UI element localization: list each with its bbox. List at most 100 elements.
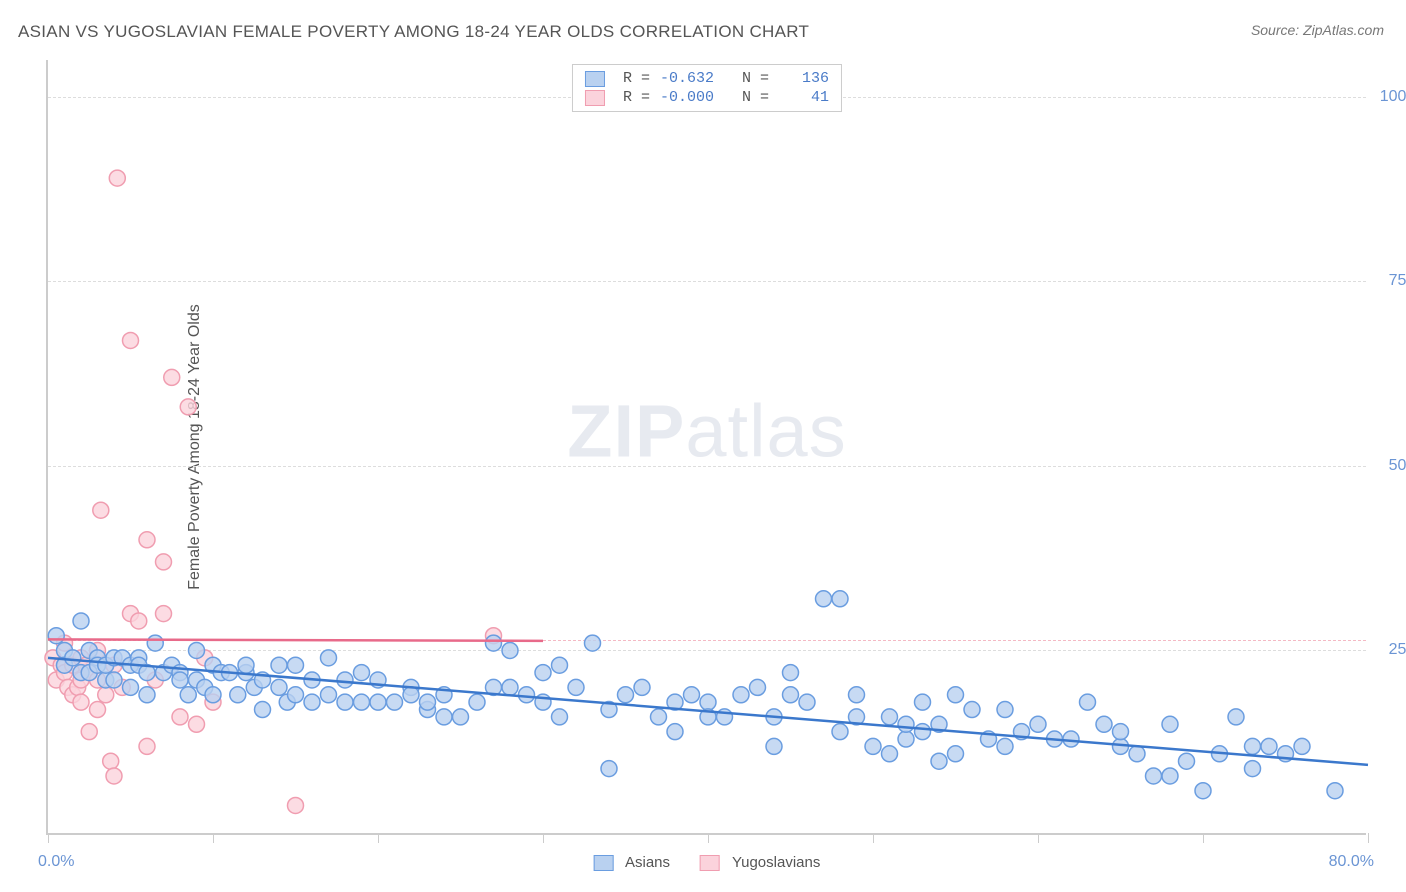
x-tick bbox=[1038, 833, 1039, 843]
data-point bbox=[832, 591, 848, 607]
data-point bbox=[131, 613, 147, 629]
data-point bbox=[106, 768, 122, 784]
y-tick-label: 100.0% bbox=[1380, 88, 1406, 106]
r-value-asians: -0.632 bbox=[660, 70, 714, 87]
data-point bbox=[147, 635, 163, 651]
data-point bbox=[816, 591, 832, 607]
data-point bbox=[172, 672, 188, 688]
data-point bbox=[139, 738, 155, 754]
data-point bbox=[568, 679, 584, 695]
data-point bbox=[1245, 738, 1261, 754]
data-point bbox=[931, 753, 947, 769]
data-point bbox=[1294, 738, 1310, 754]
data-point bbox=[205, 687, 221, 703]
data-point bbox=[733, 687, 749, 703]
data-point bbox=[98, 687, 114, 703]
data-point bbox=[684, 687, 700, 703]
data-point bbox=[502, 679, 518, 695]
x-tick bbox=[1368, 833, 1369, 843]
data-point bbox=[519, 687, 535, 703]
plot-area: Female Poverty Among 18-24 Year Olds 25.… bbox=[46, 60, 1366, 835]
data-point bbox=[123, 679, 139, 695]
data-point bbox=[139, 687, 155, 703]
data-point bbox=[964, 702, 980, 718]
data-point bbox=[1113, 724, 1129, 740]
data-point bbox=[585, 635, 601, 651]
data-point bbox=[304, 694, 320, 710]
x-tick bbox=[1203, 833, 1204, 843]
data-point bbox=[172, 709, 188, 725]
data-point bbox=[321, 650, 337, 666]
data-point bbox=[1129, 746, 1145, 762]
data-point bbox=[766, 738, 782, 754]
data-point bbox=[1080, 694, 1096, 710]
data-point bbox=[156, 606, 172, 622]
data-point bbox=[180, 399, 196, 415]
data-point bbox=[783, 687, 799, 703]
data-point bbox=[486, 635, 502, 651]
data-point bbox=[189, 716, 205, 732]
data-point bbox=[337, 694, 353, 710]
data-point bbox=[1195, 783, 1211, 799]
data-point bbox=[1261, 738, 1277, 754]
data-point bbox=[106, 672, 122, 688]
data-point bbox=[103, 753, 119, 769]
data-point bbox=[288, 687, 304, 703]
data-point bbox=[783, 665, 799, 681]
x-tick bbox=[378, 833, 379, 843]
n-label: N = bbox=[742, 70, 769, 87]
data-point bbox=[552, 709, 568, 725]
n-value-yugoslavians: 41 bbox=[779, 89, 829, 106]
data-point bbox=[634, 679, 650, 695]
chart-title: ASIAN VS YUGOSLAVIAN FEMALE POVERTY AMON… bbox=[18, 22, 809, 42]
r-label: R = bbox=[623, 89, 650, 106]
data-point bbox=[750, 679, 766, 695]
data-point bbox=[898, 731, 914, 747]
data-point bbox=[469, 694, 485, 710]
data-point bbox=[403, 687, 419, 703]
x-axis-max-label: 80.0% bbox=[1329, 853, 1374, 871]
scatter-svg bbox=[48, 60, 1366, 833]
data-point bbox=[271, 679, 287, 695]
data-point bbox=[997, 702, 1013, 718]
data-point bbox=[73, 613, 89, 629]
data-point bbox=[1063, 731, 1079, 747]
data-point bbox=[81, 724, 97, 740]
data-point bbox=[948, 746, 964, 762]
legend-item-asians: Asians bbox=[594, 854, 670, 871]
x-tick bbox=[543, 833, 544, 843]
data-point bbox=[230, 687, 246, 703]
legend-item-yugoslavians: Yugoslavians bbox=[700, 854, 820, 871]
x-axis-min-label: 0.0% bbox=[38, 853, 74, 871]
x-tick bbox=[708, 833, 709, 843]
data-point bbox=[48, 628, 64, 644]
data-point bbox=[1245, 761, 1261, 777]
data-point bbox=[164, 369, 180, 385]
x-tick bbox=[48, 833, 49, 843]
regression-line bbox=[48, 658, 1368, 765]
x-tick bbox=[213, 833, 214, 843]
swatch-asians-icon bbox=[585, 71, 605, 87]
data-point bbox=[238, 657, 254, 673]
data-point bbox=[321, 687, 337, 703]
data-point bbox=[387, 694, 403, 710]
data-point bbox=[288, 657, 304, 673]
legend-label-yugoslavians: Yugoslavians bbox=[732, 854, 820, 871]
data-point bbox=[882, 709, 898, 725]
data-point bbox=[1327, 783, 1343, 799]
data-point bbox=[667, 724, 683, 740]
data-point bbox=[865, 738, 881, 754]
data-point bbox=[1146, 768, 1162, 784]
data-point bbox=[700, 694, 716, 710]
data-point bbox=[180, 687, 196, 703]
correlation-row-yugoslavians: R = -0.000 N = 41 bbox=[585, 88, 829, 107]
data-point bbox=[255, 702, 271, 718]
data-point bbox=[354, 694, 370, 710]
data-point bbox=[93, 502, 109, 518]
data-point bbox=[436, 709, 452, 725]
data-point bbox=[997, 738, 1013, 754]
data-point bbox=[849, 687, 865, 703]
y-tick-label: 25.0% bbox=[1389, 641, 1406, 659]
data-point bbox=[156, 554, 172, 570]
data-point bbox=[189, 642, 205, 658]
